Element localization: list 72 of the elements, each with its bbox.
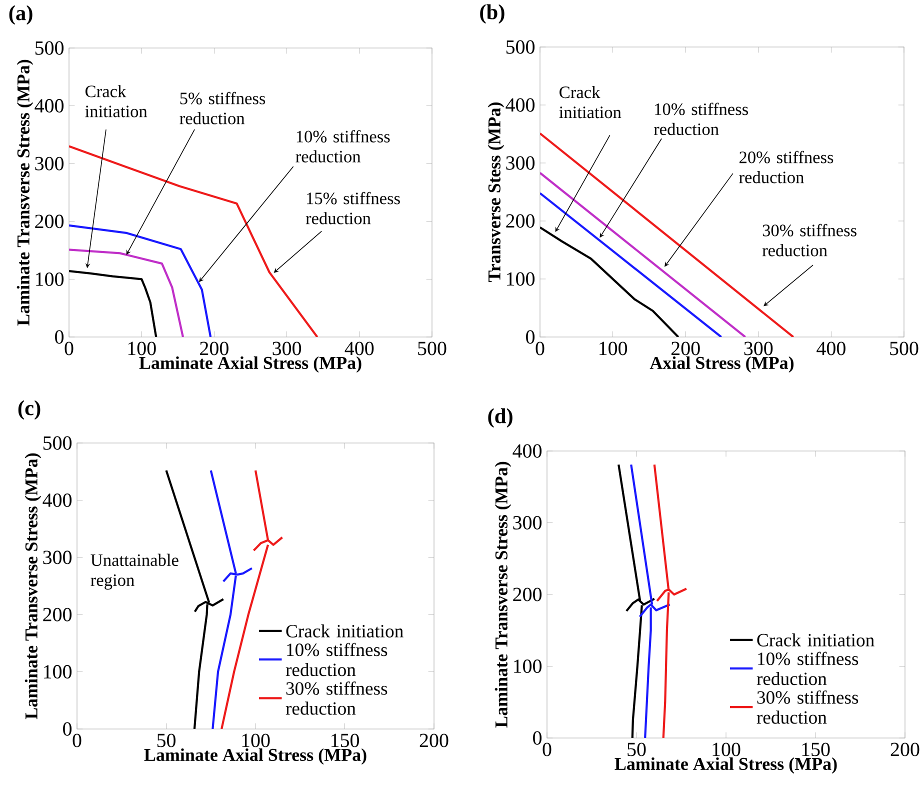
- y-tick-label: 0: [55, 330, 64, 344]
- x-tick-label: 50: [157, 734, 176, 748]
- chart-title: (a): [9, 5, 32, 25]
- x-tick-label: 100: [712, 742, 740, 756]
- line-series: [69, 224, 212, 337]
- y-tick-label: 300: [43, 550, 72, 564]
- annotation: 5% stiffness reduction: [180, 92, 266, 124]
- legend-label: 10% stiffness reduction: [286, 642, 388, 676]
- x-tick-label: 500: [890, 342, 918, 356]
- y-tick-label: 200: [506, 214, 535, 228]
- x-tick-label: 500: [418, 342, 446, 356]
- x-tick-label: 200: [890, 742, 920, 756]
- y-tick-label: 500: [506, 40, 535, 54]
- y-tick-label: 100: [514, 659, 542, 673]
- x-tick-label: 200: [420, 734, 448, 748]
- legend-label: Crack initiation: [757, 633, 874, 646]
- line-series: [69, 248, 184, 337]
- x-tick-label: 100: [128, 342, 156, 356]
- x-tick-label: 50: [628, 742, 646, 756]
- y-tick-label: 200: [43, 608, 72, 622]
- y-axis-title: Laminate Transverse Stress (MPa): [24, 453, 42, 720]
- y-tick-label: 300: [513, 516, 542, 530]
- y-tick-label: 300: [35, 156, 64, 170]
- legend-label: Crack initiation: [286, 624, 404, 638]
- annotation: 10% stiffness reduction: [296, 130, 390, 162]
- annotation: 15% stiffness reduction: [306, 192, 400, 224]
- x-tick-label: 100: [242, 734, 270, 748]
- y-tick-label: 200: [35, 214, 64, 228]
- y-tick-label: 0: [526, 330, 535, 344]
- x-tick-label: 200: [671, 342, 700, 356]
- annotation: Crack initiation: [85, 85, 148, 118]
- y-tick-label: 100: [44, 665, 72, 679]
- x-axis-title: Laminate Axial Stress (MPa): [139, 356, 362, 373]
- chart-title: (d): [488, 408, 512, 428]
- annotation: Unattainable region: [90, 554, 178, 590]
- x-tick-label: 400: [816, 342, 846, 356]
- y-axis-title: Laminate Transverse Stress (MPa): [16, 60, 34, 326]
- x-tick-label: 150: [802, 742, 830, 756]
- y-tick-label: 300: [506, 156, 535, 170]
- annotation: 10% stiffness reduction: [654, 102, 748, 136]
- annotation: 20% stiffness reduction: [739, 150, 834, 184]
- chart-title: (c): [18, 400, 40, 420]
- y-tick-label: 200: [513, 588, 542, 602]
- legend-label: 10% stiffness reduction: [756, 652, 858, 686]
- y-tick-label: 100: [507, 272, 535, 286]
- x-tick-label: 200: [200, 342, 228, 356]
- annotation: 30% stiffness reduction: [762, 224, 856, 256]
- y-axis-title: Laminate Transverse Stress (MPa): [494, 462, 512, 728]
- y-tick-label: 500: [35, 41, 64, 55]
- x-tick-label: 150: [332, 734, 359, 748]
- chart-title: (b): [480, 4, 504, 24]
- y-tick-label: 0: [63, 722, 72, 736]
- y-tick-label: 400: [34, 99, 64, 113]
- y-tick-label: 500: [43, 436, 72, 450]
- y-tick-label: 400: [512, 444, 542, 458]
- y-axis-title: Transverse Stess (MPa): [488, 102, 504, 282]
- annotation: Crack initiation: [559, 86, 622, 118]
- x-tick-label: 0: [72, 734, 82, 748]
- x-axis-title: Laminate Axial Stress (MPa): [144, 748, 366, 765]
- y-tick-label: 400: [506, 98, 535, 112]
- legend-label: 30% stiffness reduction: [286, 681, 388, 715]
- x-tick-label: 0: [542, 742, 552, 756]
- x-tick-label: 100: [600, 342, 628, 356]
- y-tick-label: 100: [36, 272, 64, 286]
- x-tick-label: 300: [744, 342, 773, 356]
- x-tick-label: 400: [344, 342, 374, 356]
- x-tick-label: 300: [272, 342, 302, 356]
- y-tick-label: 400: [42, 493, 72, 507]
- x-axis-title: Axial Stress (MPa): [650, 356, 794, 373]
- x-axis-title: Laminate Axial Stress (MPa): [614, 757, 837, 774]
- legend-label: 30% stiffness reduction: [756, 690, 858, 724]
- line-series: [69, 270, 158, 337]
